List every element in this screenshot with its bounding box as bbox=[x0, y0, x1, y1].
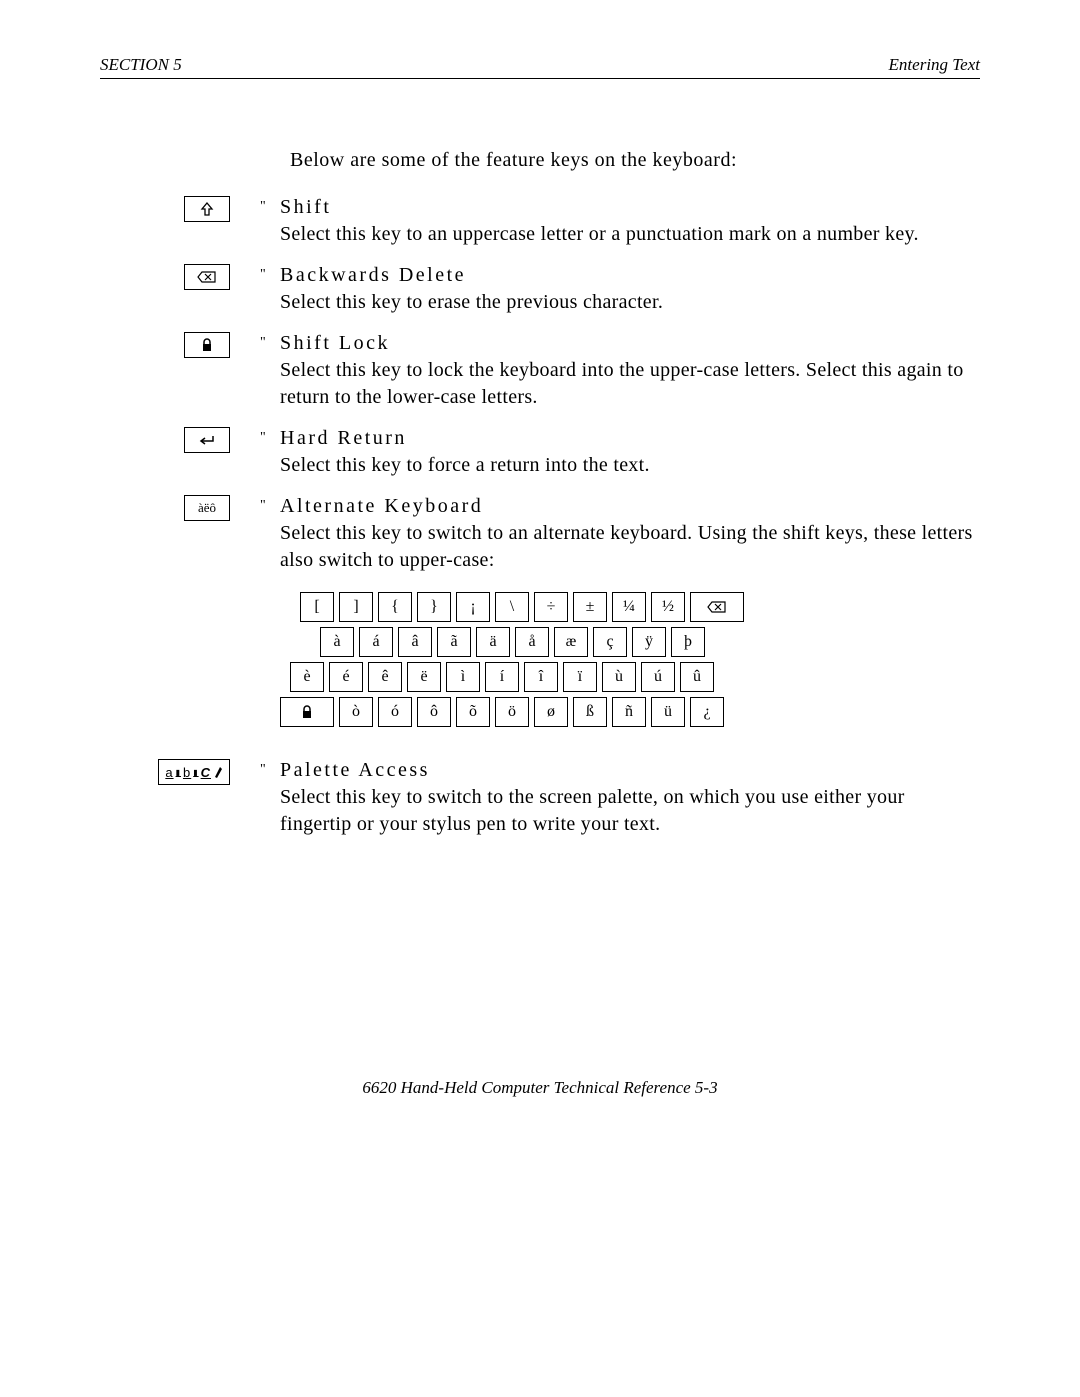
kbd-key: û bbox=[680, 662, 714, 692]
return-key-icon bbox=[184, 427, 230, 453]
kbd-backspace-icon bbox=[690, 592, 744, 622]
kbd-key: } bbox=[417, 592, 451, 622]
kbd-key: á bbox=[359, 627, 393, 657]
kbd-key: ô bbox=[417, 697, 451, 727]
kbd-key: ã bbox=[437, 627, 471, 657]
kbd-key: ò bbox=[339, 697, 373, 727]
kbd-key: ä bbox=[476, 627, 510, 657]
kbd-key: þ bbox=[671, 627, 705, 657]
shift-key-icon bbox=[184, 196, 230, 222]
kbd-key: í bbox=[485, 662, 519, 692]
kbd-key: ù bbox=[602, 662, 636, 692]
kbd-key: ç bbox=[593, 627, 627, 657]
alt-keyboard-layout: [ ] { } ¡ \ ÷ ± ¼ ½ à á â ã ä å æ ç ÿ þ bbox=[280, 592, 980, 727]
kbd-key: ñ bbox=[612, 697, 646, 727]
backspace-key-icon bbox=[184, 264, 230, 290]
kbd-key: ¿ bbox=[690, 697, 724, 727]
lock-key-icon bbox=[184, 332, 230, 358]
kbd-key: ¡ bbox=[456, 592, 490, 622]
feature-body: Select this key to force a return into t… bbox=[260, 452, 980, 479]
kbd-key: ë bbox=[407, 662, 441, 692]
kbd-key: \ bbox=[495, 592, 529, 622]
feature-palette: a▮b▮C "Palette Access Select this key to… bbox=[100, 757, 980, 838]
kbd-key: ] bbox=[339, 592, 373, 622]
feature-term: Backwards Delete bbox=[280, 264, 466, 286]
kbd-key: ö bbox=[495, 697, 529, 727]
kbd-key: õ bbox=[456, 697, 490, 727]
page-header: SECTION 5 Entering Text bbox=[100, 55, 980, 79]
feature-body: Select this key to switch to an alternat… bbox=[260, 520, 980, 574]
feature-backspace: "Backwards Delete Select this key to era… bbox=[100, 262, 980, 316]
kbd-key: ú bbox=[641, 662, 675, 692]
kbd-key: î bbox=[524, 662, 558, 692]
kbd-key: ÷ bbox=[534, 592, 568, 622]
kbd-key: è bbox=[290, 662, 324, 692]
header-section: SECTION 5 bbox=[100, 55, 182, 75]
feature-body: Select this key to lock the keyboard int… bbox=[260, 357, 980, 411]
feature-term: Shift Lock bbox=[280, 332, 390, 354]
feature-body: Select this key to an uppercase letter o… bbox=[260, 221, 980, 248]
kbd-lock-icon bbox=[280, 697, 334, 727]
kbd-key: ì bbox=[446, 662, 480, 692]
feature-term: Hard Return bbox=[280, 427, 407, 449]
feature-term: Palette Access bbox=[280, 759, 430, 781]
intro-text: Below are some of the feature keys on th… bbox=[290, 149, 980, 172]
kbd-key: ± bbox=[573, 592, 607, 622]
kbd-key: ¼ bbox=[612, 592, 646, 622]
kbd-key: { bbox=[378, 592, 412, 622]
kbd-key: ½ bbox=[651, 592, 685, 622]
kbd-key: æ bbox=[554, 627, 588, 657]
page-footer: 6620 Hand-Held Computer Technical Refere… bbox=[100, 1078, 980, 1098]
feature-term: Alternate Keyboard bbox=[280, 495, 483, 517]
kbd-key: ê bbox=[368, 662, 402, 692]
alt-key-icon: àëô bbox=[184, 495, 230, 521]
feature-body: Select this key to switch to the screen … bbox=[260, 784, 980, 838]
feature-term: Shift bbox=[280, 196, 331, 218]
kbd-key: ü bbox=[651, 697, 685, 727]
palette-key-icon: a▮b▮C bbox=[158, 759, 230, 785]
feature-return: "Hard Return Select this key to force a … bbox=[100, 425, 980, 479]
kbd-key: é bbox=[329, 662, 363, 692]
page: SECTION 5 Entering Text Below are some o… bbox=[0, 0, 1080, 1158]
kbd-key: å bbox=[515, 627, 549, 657]
feature-shiftlock: "Shift Lock Select this key to lock the … bbox=[100, 330, 980, 411]
kbd-key: ø bbox=[534, 697, 568, 727]
kbd-key: ï bbox=[563, 662, 597, 692]
feature-altkbd: àëô "Alternate Keyboard Select this key … bbox=[100, 493, 980, 574]
feature-shift: "Shift Select this key to an uppercase l… bbox=[100, 194, 980, 248]
feature-body: Select this key to erase the previous ch… bbox=[260, 289, 980, 316]
kbd-key: [ bbox=[300, 592, 334, 622]
kbd-key: ß bbox=[573, 697, 607, 727]
kbd-key: ó bbox=[378, 697, 412, 727]
kbd-key: à bbox=[320, 627, 354, 657]
header-title: Entering Text bbox=[889, 55, 980, 75]
kbd-key: â bbox=[398, 627, 432, 657]
kbd-key: ÿ bbox=[632, 627, 666, 657]
